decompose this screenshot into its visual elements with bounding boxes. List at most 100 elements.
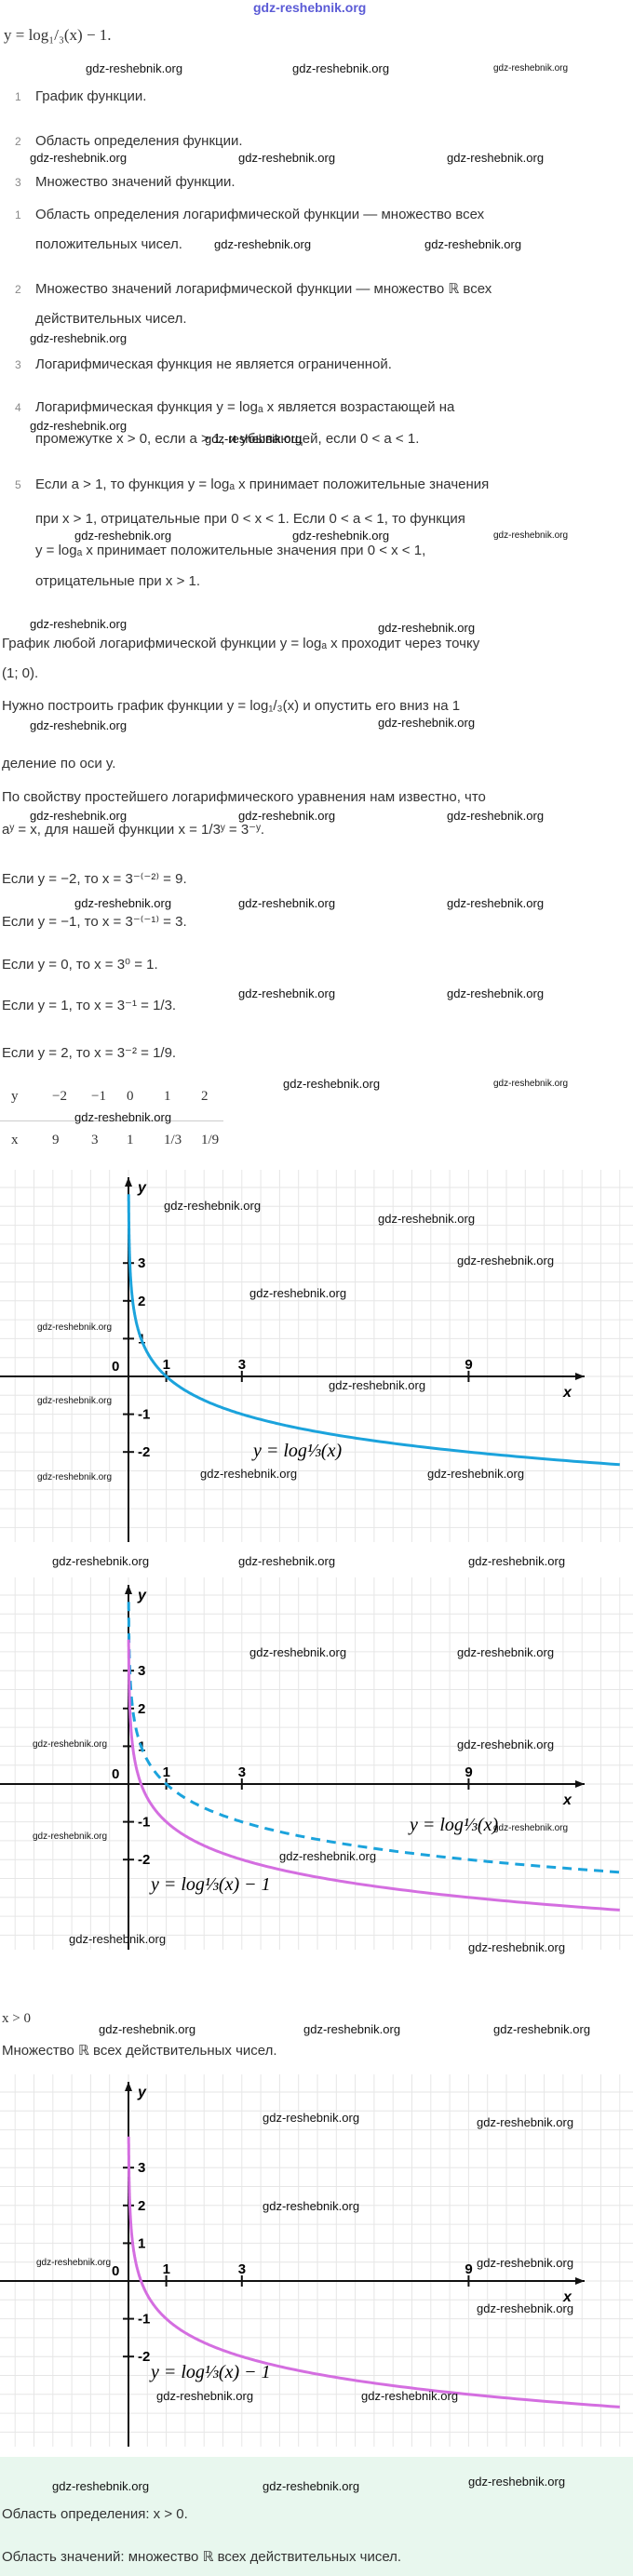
text-line: График любой логарифмической функции y =… (2, 636, 480, 651)
watermark: gdz-reshebnik.org (30, 809, 128, 823)
x-tick-label: 9 (465, 1764, 472, 1780)
watermark: gdz-reshebnik.org (361, 2389, 459, 2403)
watermark: gdz-reshebnik.org (468, 2475, 566, 2489)
item-number: 5 (15, 478, 21, 491)
axis-label: y (137, 1180, 147, 1196)
watermark: gdz-reshebnik.org (99, 2022, 196, 2036)
watermark: gdz-reshebnik.org (37, 1472, 113, 1483)
watermark: gdz-reshebnik.org (477, 2301, 574, 2315)
watermark: gdz-reshebnik.org (86, 61, 183, 75)
text-line: деление по оси y. (2, 756, 116, 771)
table-cell: 3 (91, 1133, 99, 1147)
watermark: gdz-reshebnik.org (427, 1467, 525, 1481)
table-cell: −2 (52, 1089, 67, 1104)
watermark: gdz-reshebnik.org (457, 1737, 555, 1751)
watermark: gdz-reshebnik.org (37, 1322, 113, 1333)
watermark: gdz-reshebnik.org (69, 1932, 167, 1946)
watermark: gdz-reshebnik.org (37, 1396, 113, 1406)
watermark: gdz-reshebnik.org (447, 986, 545, 1000)
y-tick-label: -1 (138, 1815, 150, 1831)
watermark: gdz-reshebnik.org (205, 432, 303, 446)
x-tick-label: 1 (163, 1764, 170, 1780)
table-cell: 1 (127, 1133, 134, 1147)
item-number: 2 (15, 283, 21, 296)
item-number: 1 (15, 90, 21, 103)
y-tick-label: 3 (138, 1663, 145, 1679)
item-text: График функции. (35, 88, 147, 104)
watermark: gdz-reshebnik.org (493, 63, 569, 74)
table-cell: −1 (91, 1089, 106, 1104)
watermark: gdz-reshebnik.org (468, 1940, 566, 1954)
x-tick-label: 3 (238, 1357, 246, 1373)
origin-label: 0 (112, 1766, 119, 1782)
watermark: gdz-reshebnik.org (447, 151, 545, 165)
watermark: gdz-reshebnik.org (279, 1849, 377, 1863)
watermark: gdz-reshebnik.org (238, 151, 336, 165)
table-rule (0, 1120, 223, 1121)
item-text: Если a > 1, то функция y = logₐ x приним… (35, 476, 490, 492)
y-tick-label: 1 (138, 2235, 145, 2251)
watermark: gdz-reshebnik.org (447, 896, 545, 910)
watermark: gdz-reshebnik.org (457, 1645, 555, 1659)
x-tick-label: 9 (465, 2261, 472, 2277)
watermark: gdz-reshebnik.org (263, 2111, 360, 2125)
curve-label: y = log⅓(x) − 1 (149, 1874, 271, 1895)
watermark: gdz-reshebnik.org (238, 809, 336, 823)
item-number: 3 (15, 358, 21, 371)
x-tick-label: 1 (163, 1357, 170, 1373)
y-tick-label: 3 (138, 1255, 145, 1271)
watermark: gdz-reshebnik.org (493, 2022, 591, 2036)
watermark: gdz-reshebnik.org (33, 1739, 108, 1750)
watermark: gdz-reshebnik.org (493, 530, 569, 541)
graph: x y 0 1 3 9 3 2 1 -1 -2y = log⅓(x) − 1 (0, 2074, 633, 2447)
watermark: gdz-reshebnik.org (493, 1079, 569, 1089)
item-text: промежутке x > 0, если a > 1, и убывающе… (35, 431, 420, 447)
origin-label: 0 (112, 2263, 119, 2279)
watermark: gdz-reshebnik.org (447, 809, 545, 823)
watermark: gdz-reshebnik.org (292, 529, 390, 543)
watermark: gdz-reshebnik.org (30, 718, 128, 732)
watermark: gdz-reshebnik.org (378, 1212, 476, 1226)
watermark: gdz-reshebnik.org (52, 2479, 150, 2493)
axis-label: x (562, 2289, 572, 2305)
table-cell: 9 (52, 1133, 60, 1147)
arrow (125, 1585, 132, 1594)
watermark: gdz-reshebnik.org (477, 2115, 574, 2129)
watermark: gdz-reshebnik.org (52, 1554, 150, 1568)
watermark: gdz-reshebnik.org (424, 237, 522, 251)
watermark: gdz-reshebnik.org (477, 2256, 574, 2270)
answer-text: x > 0 (2, 2011, 31, 2026)
watermark: gdz-reshebnik.org (214, 237, 312, 251)
y-tick-label: -2 (138, 1444, 150, 1460)
item-text: Множество значений логарифмической функц… (35, 281, 492, 297)
item-text: y = logₐ x принимает положительные значе… (35, 543, 426, 558)
watermark: gdz-reshebnik.org (249, 1645, 347, 1659)
axis-label: y (137, 1588, 147, 1603)
watermark: gdz-reshebnik.org (30, 151, 128, 165)
text-line: По свойству простейшего логарифмического… (2, 789, 486, 805)
watermark: gdz-reshebnik.org (30, 617, 128, 631)
watermark: gdz-reshebnik.org (238, 986, 336, 1000)
watermark: gdz-reshebnik.org (457, 1254, 555, 1268)
table-cell: 0 (127, 1089, 134, 1104)
answer-box (0, 2457, 633, 2576)
curve-label: y = log⅓(x) − 1 (149, 2362, 271, 2382)
item-number: 2 (15, 135, 21, 148)
watermark: gdz-reshebnik.org (36, 2258, 112, 2268)
text-line: Нужно построить график функции y = log₁/… (2, 698, 461, 714)
x-tick-label: 3 (238, 1764, 246, 1780)
item-text: Логарифмическая функция не является огра… (35, 356, 392, 372)
watermark: gdz-reshebnik.org (378, 621, 476, 635)
arrow (575, 2277, 585, 2285)
table-cell: 1/3 (164, 1133, 182, 1147)
text-line: Если y = −2, то x = 3⁻⁽⁻²⁾ = 9. (2, 871, 187, 887)
table-cell: 2 (201, 1089, 209, 1104)
text-line: Если y = 2, то x = 3⁻² = 1/9. (2, 1045, 177, 1061)
watermark: gdz-reshebnik.org (292, 61, 390, 75)
watermark: gdz-reshebnik.org (238, 896, 336, 910)
item-number: 4 (15, 401, 21, 414)
axis-label: y (137, 2085, 147, 2100)
item-text: Логарифмическая функция y = logₐ x являе… (35, 399, 455, 415)
